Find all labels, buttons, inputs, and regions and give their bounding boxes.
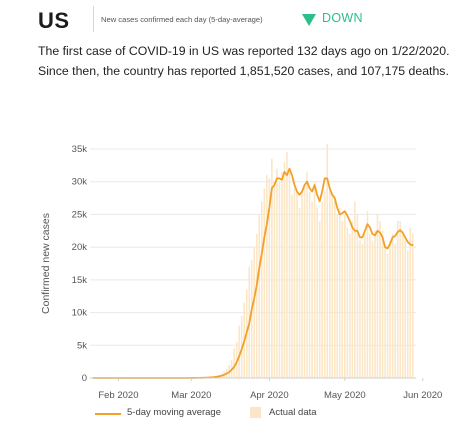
actual-data-bar: [253, 247, 256, 378]
summary-line-2: Since then, the country has reported 1,8…: [38, 64, 449, 78]
y-tick-label: 5k: [77, 340, 87, 351]
actual-data-bar: [346, 227, 349, 378]
actual-data-bar: [296, 191, 298, 378]
x-tick-label: Mar 2020: [171, 390, 211, 401]
actual-data-bar: [316, 207, 318, 378]
header-divider: [93, 6, 94, 32]
actual-data-bar: [374, 230, 376, 378]
actual-data-bar: [341, 220, 344, 378]
actual-data-bar: [235, 342, 238, 378]
y-tick-label: 25k: [72, 209, 88, 220]
actual-data-bar: [233, 348, 235, 378]
summary-line-1: The first case of COVID-19 in US was rep…: [38, 44, 450, 58]
actual-data-bar: [404, 240, 406, 378]
actual-data-bar: [276, 168, 278, 378]
actual-data-bar: [389, 240, 391, 378]
actual-data-bar: [384, 247, 386, 378]
trend-label: DOWN: [322, 11, 363, 25]
y-tick-label: 10k: [72, 308, 88, 319]
actual-data-bar: [371, 240, 374, 378]
y-tick-label: 30k: [72, 177, 88, 188]
actual-data-bar: [258, 214, 261, 378]
actual-data-bar: [303, 184, 306, 378]
actual-data-bar: [288, 171, 291, 378]
actual-data-bar: [255, 234, 258, 378]
actual-data-bar: [323, 191, 326, 378]
actual-data-bar: [356, 214, 359, 378]
actual-data-bar: [339, 207, 341, 378]
actual-data-bar: [369, 234, 371, 378]
actual-data-bar: [313, 181, 316, 378]
actual-data-bar: [286, 152, 288, 378]
actual-data-bar: [321, 201, 323, 378]
y-tick-label: 20k: [72, 242, 88, 253]
actual-data-bar: [250, 260, 253, 378]
legend-line-swatch: [95, 413, 121, 415]
y-tick-label: 15k: [72, 275, 88, 286]
legend-label-actual-data: Actual data: [269, 407, 317, 418]
actual-data-bar: [351, 220, 354, 378]
case-summary: The first case of COVID-19 in US was rep…: [38, 41, 453, 81]
header: US New cases confirmed each day (5-day-a…: [38, 6, 458, 38]
actual-data-bar: [354, 201, 356, 378]
y-tick-label: 0: [82, 373, 87, 384]
legend-label-moving-average: 5-day moving average: [127, 407, 221, 418]
actual-data-bar: [411, 234, 414, 378]
actual-data-bar: [261, 201, 263, 378]
actual-data-bar: [308, 191, 311, 378]
x-tick-label: May 2020: [324, 390, 366, 401]
actual-data-bar: [401, 230, 404, 378]
actual-data-bar: [271, 158, 273, 378]
actual-data-bar: [359, 240, 361, 378]
actual-data-bar: [391, 234, 394, 378]
x-tick-label: Feb 2020: [98, 390, 138, 401]
cases-chart: 0 5k 10k 15k 20k 25k 30k 35k Feb 2020 Mar 2020 Apr…: [40, 143, 442, 401]
x-tick-label: Apr 2020: [250, 390, 289, 401]
country-name: US: [38, 8, 70, 33]
actual-data-bar: [399, 220, 401, 378]
actual-data-bar: [331, 194, 334, 378]
actual-data-bar: [318, 220, 321, 378]
actual-data-bar: [361, 243, 364, 378]
y-axis-label: Confirmed new cases: [40, 213, 52, 314]
actual-data-bar: [344, 214, 346, 378]
actual-data-bar: [376, 214, 379, 378]
actual-data-bar: [268, 178, 271, 378]
y-tick-label: 35k: [72, 144, 88, 155]
x-tick-label: Jun 2020: [403, 390, 442, 401]
actual-data-bar: [396, 220, 399, 378]
actual-data-bar: [278, 181, 281, 378]
actual-data-bar: [263, 188, 266, 378]
actual-data-bar: [281, 171, 283, 378]
actual-data-bar: [293, 188, 296, 378]
actual-data-bar: [386, 253, 389, 378]
actual-data-bar: [394, 243, 396, 378]
actual-data-bar: [283, 162, 286, 378]
actual-data-bar: [336, 214, 339, 378]
actual-data-bar: [291, 194, 293, 378]
actual-data-bar: [298, 207, 301, 378]
legend-bar-swatch: [250, 407, 261, 418]
actual-data-bar: [406, 250, 409, 378]
actual-data-bar: [328, 188, 331, 378]
actual-data-bar: [364, 234, 366, 378]
actual-data-bar: [266, 175, 268, 378]
chart-subtitle: New cases confirmed each day (5-day-aver…: [101, 15, 263, 24]
actual-data-bar: [273, 181, 276, 378]
actual-data-bar: [238, 325, 240, 378]
actual-data-bar: [409, 227, 412, 378]
actual-data-bar: [333, 198, 336, 378]
actual-data-bar: [366, 211, 369, 378]
down-triangle-icon: [302, 14, 316, 26]
actual-data-bar: [311, 201, 313, 378]
actual-data-bar: [349, 234, 351, 378]
actual-data-bar: [379, 220, 381, 378]
actual-data-bar: [381, 230, 384, 378]
actual-data-bar: [326, 143, 328, 378]
actual-data-bar: [301, 191, 303, 378]
actual-data-bar: [306, 171, 308, 378]
